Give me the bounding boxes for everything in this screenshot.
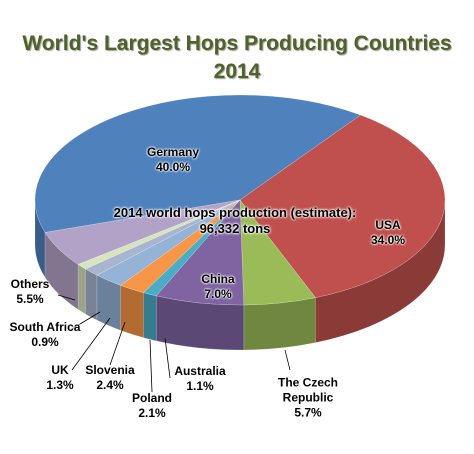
value-label: 5.7%	[294, 405, 322, 420]
slice-side	[143, 292, 157, 342]
category-name: Poland	[131, 391, 172, 405]
slice	[96, 199, 241, 286]
value-label: 1.1%	[186, 379, 214, 393]
slice-label: Slovenia 2.4%	[70, 363, 150, 393]
value-label: 0.9%	[31, 335, 59, 349]
slice-label: South Africa 0.9%	[0, 320, 90, 350]
slice	[239, 199, 316, 306]
category-name: Others	[10, 277, 50, 291]
category-name: UK	[51, 363, 69, 377]
slice	[34, 94, 362, 233]
value-label: 34.0%	[370, 233, 406, 247]
slice	[77, 199, 241, 270]
slice-label: Others 5.5%	[0, 277, 70, 307]
value-label: 1.3%	[46, 378, 74, 392]
slice-label: China 7.0%	[178, 272, 258, 302]
value-label: 7.0%	[204, 287, 232, 301]
category-name: Australia	[174, 364, 226, 378]
slice-side	[120, 284, 144, 338]
slice-label: Australia 1.1%	[160, 364, 240, 394]
slice	[143, 199, 241, 297]
annotation: 2014 world hops production (estimate): 9…	[113, 205, 357, 236]
category-name: China	[201, 272, 235, 286]
slice-side	[77, 263, 86, 315]
slice-label: Poland 2.1%	[112, 391, 192, 421]
category-name: South Africa	[9, 320, 81, 334]
slice	[44, 199, 241, 265]
slice	[84, 199, 241, 276]
slice-label: The Czech Republic 5.7%	[273, 376, 343, 421]
leader-line	[149, 339, 153, 393]
category-name: The Czech Republic	[277, 375, 338, 405]
slice	[120, 199, 241, 293]
leader-line	[69, 311, 101, 331]
slice-label: UK 1.3%	[20, 363, 100, 393]
leader-line	[109, 321, 126, 366]
slice-label: Germany 40.0%	[133, 145, 213, 175]
slice-side	[85, 268, 98, 321]
chart-title: World's Largest Hops Producing Countries…	[22, 32, 452, 83]
value-label: 40.0%	[155, 160, 191, 174]
slice-side	[315, 199, 446, 343]
slice	[239, 114, 446, 298]
slice	[155, 199, 245, 306]
slice-label: USA 34.0%	[348, 218, 428, 248]
category-name: Slovenia	[85, 363, 135, 377]
value-label: 2.4%	[96, 378, 124, 392]
value-label: 2.1%	[138, 406, 166, 420]
leader-line	[284, 349, 291, 371]
leader-line	[164, 337, 171, 379]
leader-line	[57, 294, 76, 301]
value-label: 5.5%	[16, 292, 44, 306]
category-name: USA	[375, 218, 401, 232]
leader-line	[71, 317, 111, 371]
slice-side	[243, 297, 316, 351]
category-name: Germany	[146, 145, 200, 159]
